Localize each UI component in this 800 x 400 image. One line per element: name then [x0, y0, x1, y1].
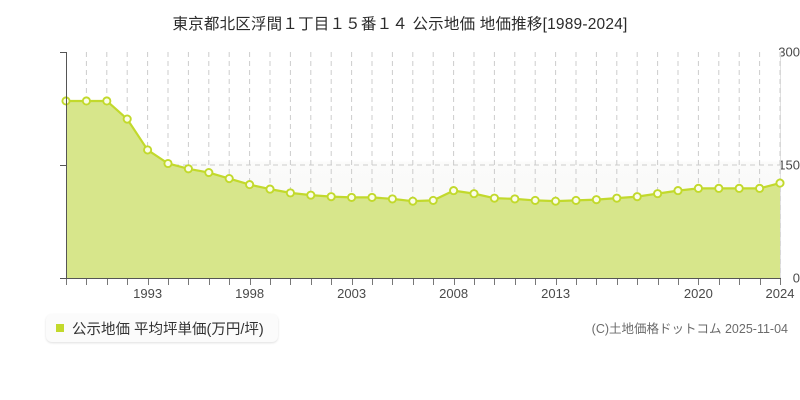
x-tick-mark-2018: [657, 279, 659, 285]
x-tick-mark-1995: [188, 279, 190, 285]
x-tick-label-2003: 2003: [337, 286, 367, 301]
x-tick-mark-2006: [412, 279, 414, 285]
x-tick-mark-2008: [453, 279, 455, 285]
x-tick-mark-1998: [249, 279, 251, 285]
x-tick-mark-2005: [392, 279, 394, 285]
plot-area: [61, 52, 785, 278]
x-tick-mark-2007: [433, 279, 435, 285]
grid-lines: [66, 52, 781, 278]
x-tick-mark-2020: [698, 279, 700, 285]
x-tick-mark-2009: [474, 279, 475, 285]
x-tick-mark-2003: [351, 279, 353, 285]
x-tick-mark-2022: [739, 279, 741, 285]
x-tick-mark-2013: [555, 279, 557, 285]
x-tick-mark-2001: [310, 279, 312, 285]
y-tick-mark-0: [60, 278, 66, 279]
page-title: 東京都北区浮間１丁目１５番１４ 公示地価 地価推移[1989-2024]: [172, 16, 628, 33]
x-tick-label-2024: 2024: [765, 286, 795, 301]
x-tick-label-2013: 2013: [541, 286, 571, 301]
x-tick-mark-1989: [66, 279, 67, 285]
copyright-credit: (C)土地価格ドットコム 2025-11-04: [591, 322, 788, 336]
x-tick-label-1993: 1993: [133, 286, 163, 301]
x-tick-mark-1996: [208, 279, 210, 285]
x-tick-mark-1993: [147, 279, 149, 285]
x-tick-mark-1999: [270, 279, 271, 285]
y-tick-label-150: 150: [778, 157, 800, 173]
x-tick-mark-2016: [616, 279, 618, 285]
legend-item-label: 公示地価 平均坪単価(万円/坪): [72, 321, 264, 338]
y-tick-label-300: 300: [778, 44, 800, 60]
x-tick-mark-2012: [535, 279, 537, 285]
y-tick-label-0: 0: [792, 270, 800, 286]
x-tick-mark-2024: [780, 279, 781, 285]
x-tick-mark-2014: [576, 279, 577, 285]
x-tick-mark-2000: [290, 279, 292, 285]
y-tick-mark-150: [60, 165, 66, 166]
data-series-area-chart: [61, 96, 785, 278]
x-tick-mark-1997: [229, 279, 231, 285]
x-tick-mark-1994: [168, 279, 169, 285]
y-tick-mark-300: [60, 52, 66, 53]
x-tick-mark-2004: [372, 279, 373, 285]
x-tick-mark-1992: [127, 279, 129, 285]
x-tick-mark-1990: [86, 279, 88, 285]
chart-legend: 公示地価 平均坪単価(万円/坪): [46, 314, 278, 342]
x-tick-mark-2021: [718, 279, 720, 285]
x-tick-label-1998: 1998: [235, 286, 265, 301]
x-tick-mark-2023: [759, 279, 761, 285]
x-tick-label-2008: 2008: [439, 286, 469, 301]
x-axis: [66, 278, 781, 279]
x-tick-mark-2017: [637, 279, 639, 285]
x-tick-mark-2011: [514, 279, 516, 285]
x-tick-mark-2010: [494, 279, 496, 285]
square-marker-icon: [56, 324, 64, 332]
plot-right-border: [780, 52, 781, 278]
y-axis: [66, 52, 67, 279]
x-tick-mark-2002: [331, 279, 333, 285]
x-tick-mark-2015: [596, 279, 598, 285]
x-tick-label-2020: 2020: [683, 286, 713, 301]
x-tick-mark-1991: [106, 279, 108, 285]
x-tick-mark-2019: [678, 279, 679, 285]
